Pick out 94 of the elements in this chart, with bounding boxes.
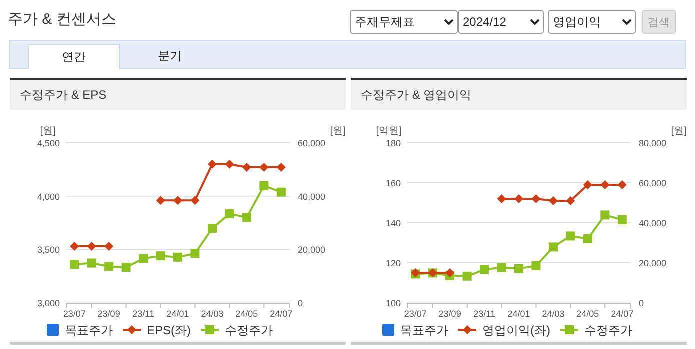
point [104, 262, 114, 272]
y-axis-title: [억원] [376, 126, 402, 137]
point [618, 216, 627, 224]
point [70, 260, 80, 270]
point [462, 272, 472, 281]
y2-tick-label: 40,000 [639, 218, 667, 228]
y2-tick-label: 60,000 [639, 178, 667, 188]
y-tick-label: 100 [386, 298, 401, 308]
x-tick-label: 23/11 [132, 309, 154, 319]
legend-label: 수정주가 [584, 324, 632, 338]
point [208, 160, 217, 169]
point [600, 210, 610, 220]
point [225, 160, 234, 169]
point [156, 196, 166, 206]
point [87, 258, 96, 268]
y2-axis-title: [원] [330, 126, 346, 137]
y-tick-label: 4,500 [37, 138, 60, 148]
x-tick-label: 23/09 [438, 309, 462, 319]
x-tick-label: 24/03 [201, 309, 224, 319]
point [514, 264, 524, 274]
point [618, 180, 627, 190]
point [242, 163, 252, 172]
point [497, 194, 506, 204]
point [497, 263, 506, 272]
point [566, 232, 576, 241]
point [174, 196, 182, 206]
x-tick-label: 24/05 [236, 309, 258, 319]
chart-title: 수정주가 & 영업이익 [351, 78, 687, 110]
point [87, 242, 96, 251]
point [548, 196, 558, 206]
point [139, 254, 148, 264]
point [276, 188, 286, 197]
point [480, 265, 490, 274]
point [174, 252, 182, 262]
x-tick-label: 24/07 [611, 309, 634, 319]
y2-tick-label: 40,000 [298, 192, 326, 202]
legend-label: 목표주가 [65, 324, 113, 338]
y2-tick-label: 20,000 [298, 245, 326, 256]
point [514, 194, 524, 204]
point [548, 242, 558, 252]
text: 영업이익 [548, 10, 636, 34]
point [190, 196, 200, 206]
y-tick-label: 120 [386, 258, 401, 268]
x-tick-label: 23/07 [63, 309, 86, 319]
y2-tick-label: 60,000 [298, 138, 326, 148]
point [70, 242, 80, 251]
y-tick-label: 3,000 [37, 298, 60, 308]
x-tick-label: 24/07 [270, 309, 293, 319]
y-axis-title: [원] [40, 126, 56, 137]
point [532, 194, 541, 204]
y-tick-label: 4,000 [37, 192, 60, 202]
x-tick-label: 24/01 [508, 309, 530, 319]
point [260, 181, 269, 190]
point [276, 163, 286, 172]
text: 주재무제표 [350, 10, 458, 34]
text: 연간 [28, 44, 120, 69]
point [225, 209, 234, 218]
legend-label: EPS(좌) [147, 324, 192, 338]
text: 2024/12 [458, 10, 544, 34]
chart-title: 수정주가 & EPS [10, 78, 346, 110]
point [583, 234, 592, 244]
point [566, 196, 576, 206]
x-tick-label: 24/01 [166, 309, 190, 319]
point [260, 163, 269, 172]
x-tick-label: 24/03 [542, 309, 565, 319]
y-tick-label: 3,500 [37, 245, 60, 256]
point [208, 224, 217, 234]
y-tick-label: 160 [386, 178, 401, 188]
point [190, 249, 200, 258]
text: 검색 [642, 10, 676, 34]
y2-tick-label: 20,000 [639, 258, 667, 268]
text: 분기 [157, 48, 183, 65]
point [104, 242, 114, 251]
point [583, 180, 592, 190]
legend-label: 목표주가 [400, 324, 448, 338]
x-tick-label: 23/11 [474, 309, 496, 319]
point [122, 263, 131, 272]
text: 주가 & 컨센서스 [8, 10, 118, 30]
x-tick-label: 23/07 [404, 309, 427, 319]
legend-label: 수정주가 [225, 324, 274, 338]
point [156, 252, 166, 261]
y-tick-label: 140 [386, 218, 401, 228]
y2-tick-label: 80,000 [639, 138, 667, 148]
y2-axis-title: [원] [671, 126, 687, 137]
point [242, 213, 252, 222]
y2-tick-label: 0 [298, 298, 304, 308]
point [446, 268, 455, 278]
x-tick-label: 24/05 [576, 309, 600, 319]
point [600, 180, 610, 190]
legend-label: 영업이익(좌) [482, 324, 550, 338]
x-tick-label: 23/09 [98, 309, 120, 319]
point [532, 262, 541, 270]
y2-tick-label: 0 [639, 298, 644, 308]
y-tick-label: 180 [386, 138, 401, 148]
